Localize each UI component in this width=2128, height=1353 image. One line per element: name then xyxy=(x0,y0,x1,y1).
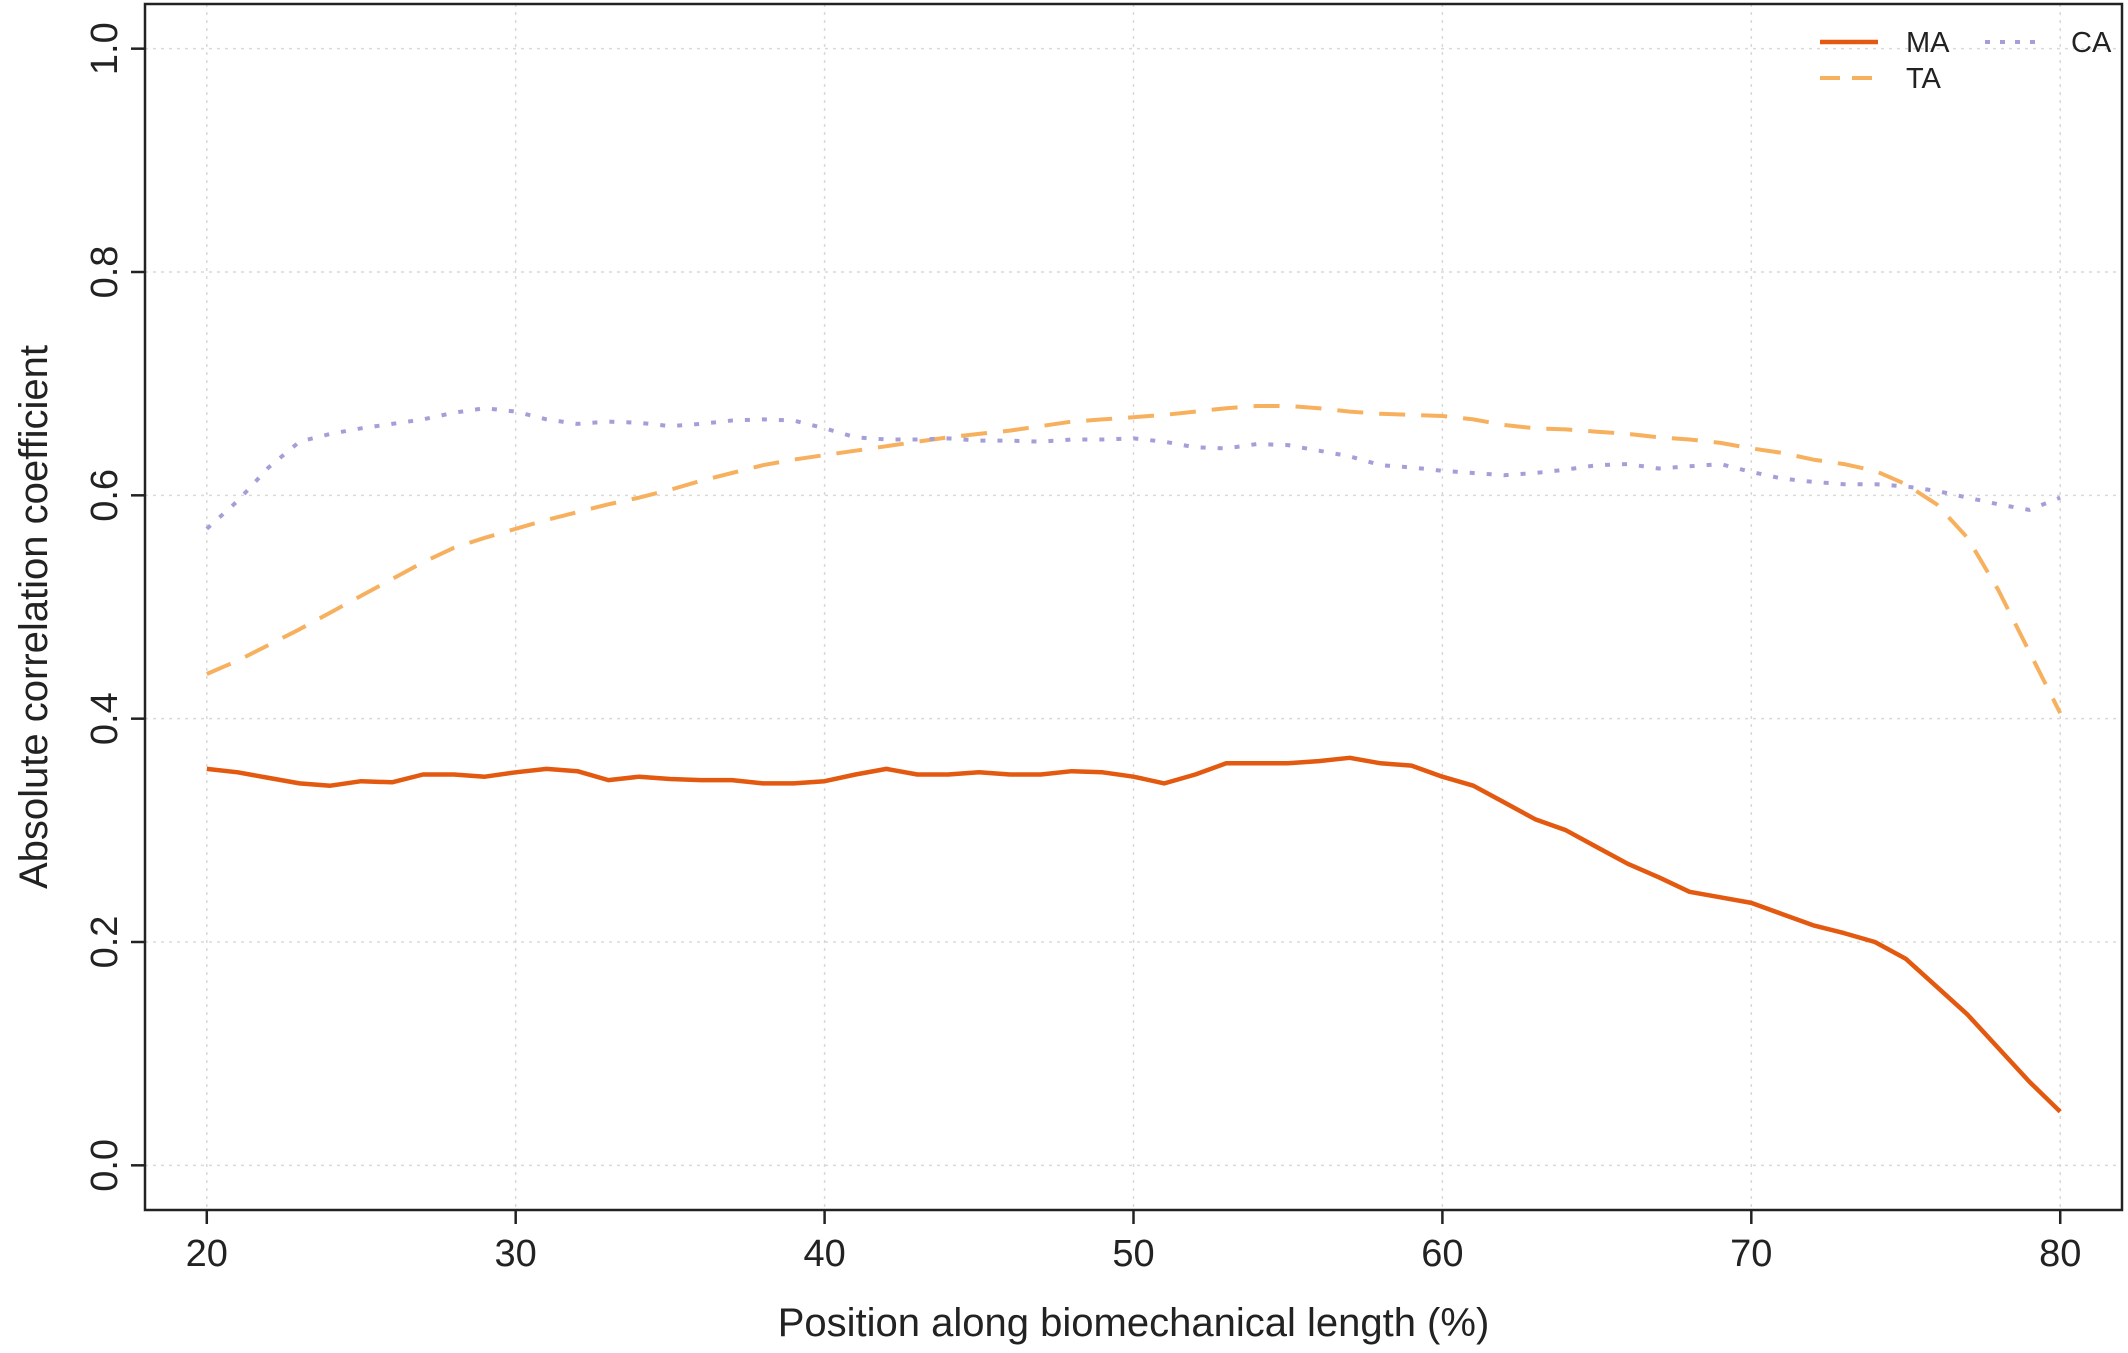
series-line-ma xyxy=(206,755,2062,1114)
x-tick-label: 80 xyxy=(2039,1233,2081,1275)
y-tick-label: 0.8 xyxy=(84,246,126,299)
series-lines xyxy=(205,404,2062,1114)
y-tick-label: 0.4 xyxy=(84,692,126,745)
x-tick-label: 70 xyxy=(1730,1233,1772,1275)
y-tick-label: 0.6 xyxy=(84,469,126,522)
legend-label-ma: MA xyxy=(1906,27,1950,59)
legend: MA TA CA xyxy=(1820,27,2112,95)
x-tick-label: 50 xyxy=(1112,1233,1154,1275)
axis-ticks: 20 30 40 50 60 70 80 0.0 0.2 0.4 0.6 0.8 1.0 xyxy=(84,22,2081,1275)
legend-label-ca: CA xyxy=(2071,27,2112,59)
x-axis-title: Position along biomechanical length (%) xyxy=(778,1301,1490,1345)
y-tick-label: 0.0 xyxy=(84,1139,126,1192)
legend-label-ta: TA xyxy=(1906,63,1942,95)
x-tick-label: 30 xyxy=(495,1233,537,1275)
y-tick-label: 0.2 xyxy=(84,916,126,969)
x-tick-label: 40 xyxy=(803,1233,845,1275)
x-tick-label: 60 xyxy=(1421,1233,1463,1275)
y-tick-label: 1.0 xyxy=(84,22,126,75)
y-axis-title: Absolute correlation coefficient xyxy=(12,345,56,889)
gridlines xyxy=(145,4,2122,1210)
series-line-ca xyxy=(205,406,2061,531)
x-tick-label: 20 xyxy=(186,1233,228,1275)
series-line-ta xyxy=(206,404,2062,714)
